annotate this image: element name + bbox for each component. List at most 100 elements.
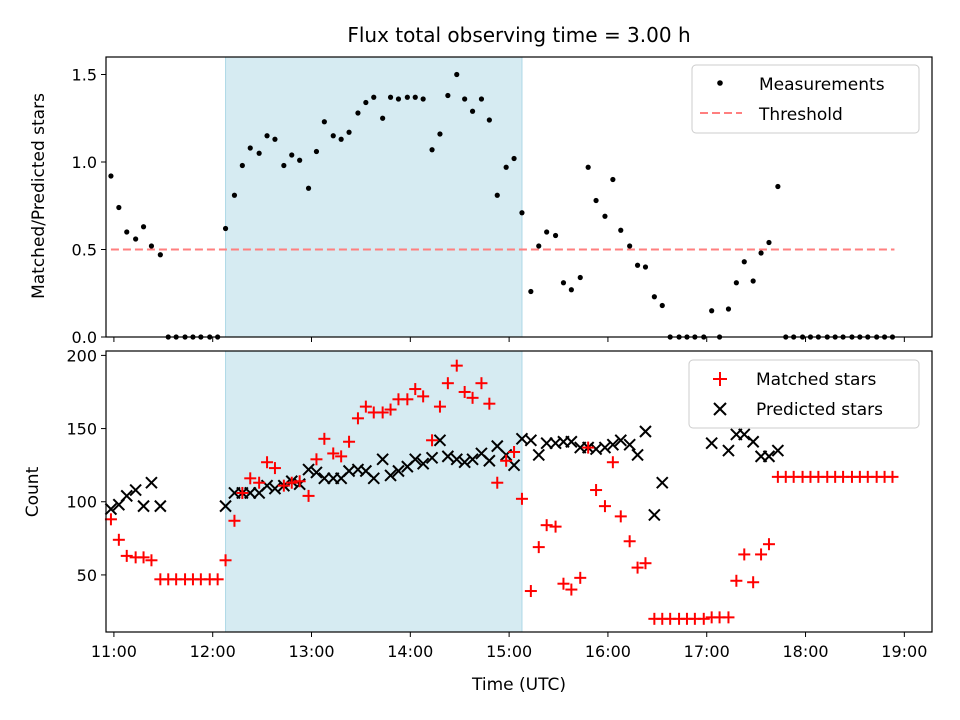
matched-point <box>738 548 751 561</box>
matched-point <box>426 434 439 447</box>
measurement-point <box>330 133 336 139</box>
measurement-point <box>494 192 500 198</box>
predicted-point <box>483 454 496 467</box>
matched-point <box>747 576 760 589</box>
x-tick-label: 14:00 <box>387 642 433 661</box>
matched-point <box>762 538 775 551</box>
bottom-legend[interactable]: Matched stars Predicted stars <box>688 359 920 429</box>
measurement-point <box>511 155 517 162</box>
measurement-point <box>618 227 624 233</box>
predicted-point <box>154 499 167 513</box>
matched-point <box>458 385 471 398</box>
predicted-point <box>244 486 257 500</box>
measurement-point <box>387 94 394 100</box>
matched-point <box>384 403 397 416</box>
measurement-point <box>462 96 468 102</box>
measurement-point <box>585 164 591 170</box>
measurement-point <box>560 280 567 286</box>
y-tick-label: 0.5 <box>72 241 97 260</box>
measurement-point <box>544 229 550 235</box>
matched-point <box>441 377 454 390</box>
bottom-panel: 50 100 150 200 11:00 12:00 13:00 14:00 15:00 16:… <box>23 346 933 695</box>
matched-point <box>631 561 644 574</box>
measurement-point <box>627 243 633 249</box>
top-y-axis-label: Matched/Predicted stars <box>29 93 49 299</box>
predicted-point <box>738 428 751 441</box>
measurement-point <box>519 210 525 216</box>
matched-point <box>253 476 266 489</box>
top-panel: 0.0 0.5 1.0 1.5 Matched/Predicted stars Mea… <box>29 56 933 347</box>
matched-point <box>582 441 595 454</box>
matched-point <box>565 583 578 596</box>
predicted-point <box>648 508 661 522</box>
y-tick-label: 100 <box>66 493 97 512</box>
predicted-point <box>656 476 669 489</box>
measurement-point <box>420 96 426 102</box>
measurement-point <box>264 133 270 139</box>
x-tick-label: 17:00 <box>684 642 730 661</box>
x-tick-label: 13:00 <box>288 642 334 661</box>
measurement-point <box>610 176 616 183</box>
predicted-point <box>425 451 439 465</box>
matched-point <box>475 377 488 390</box>
predicted-point <box>129 483 142 497</box>
measurement-point <box>272 136 278 142</box>
measurement-point <box>528 288 534 295</box>
matched-point <box>524 585 537 598</box>
measurement-point <box>775 183 781 190</box>
matched-point <box>722 611 735 624</box>
matched-point <box>302 489 315 502</box>
matched-point <box>219 554 232 567</box>
predicted-point <box>137 499 150 513</box>
predicted-point <box>565 435 578 448</box>
top-legend[interactable]: Measurements Threshold <box>691 64 920 134</box>
measurement-point <box>536 243 542 249</box>
y-tick-label: 1.0 <box>72 153 97 172</box>
matched-point <box>549 520 562 533</box>
x-tick-label: 18:00 <box>782 642 828 661</box>
bottom-shaded-span <box>225 350 523 633</box>
predicted-point <box>310 466 323 479</box>
predicted-point <box>746 435 760 448</box>
matched-point <box>540 519 553 532</box>
bottom-y-axis: 50 100 150 200 <box>66 346 106 585</box>
matched-point <box>120 549 133 562</box>
measurement-point <box>239 162 245 169</box>
matched-point <box>557 577 570 590</box>
measurement-point <box>355 110 361 116</box>
measurement-point <box>313 148 320 155</box>
legend-matched-label: Matched stars <box>756 370 876 390</box>
measurement-point <box>247 145 253 151</box>
predicted-point <box>376 453 389 466</box>
predicted-point <box>120 489 133 503</box>
measurement-point <box>725 306 732 312</box>
predicted-point <box>532 448 545 462</box>
top-axes-frame <box>105 56 933 338</box>
matched-point <box>623 535 636 548</box>
y-tick-label: 0.0 <box>72 328 97 347</box>
measurement-point <box>750 278 756 284</box>
measurement-point <box>642 264 649 270</box>
predicted-point <box>631 448 644 462</box>
matched-point <box>606 456 619 469</box>
measurement-point <box>321 119 327 125</box>
chart-title: Flux total observing time = 3.00 h <box>347 23 690 47</box>
matched-point <box>639 557 652 570</box>
matched-point <box>236 486 249 499</box>
matched-point <box>244 472 257 485</box>
matched-point <box>574 571 587 584</box>
measurement-point <box>486 117 492 123</box>
matched-point <box>450 359 463 372</box>
measurement-point <box>116 204 122 211</box>
measurement-point <box>124 229 130 235</box>
matched-point <box>335 450 348 463</box>
y-tick-label: 50 <box>77 566 97 585</box>
measurement-point <box>503 164 509 170</box>
measurement-point <box>577 274 583 281</box>
bottom-axes-frame <box>105 350 933 633</box>
matched-point <box>466 391 479 404</box>
measurement-point <box>289 152 295 158</box>
matched-point <box>500 454 513 467</box>
measurement-point <box>140 224 147 230</box>
top-shaded-span <box>225 56 523 338</box>
